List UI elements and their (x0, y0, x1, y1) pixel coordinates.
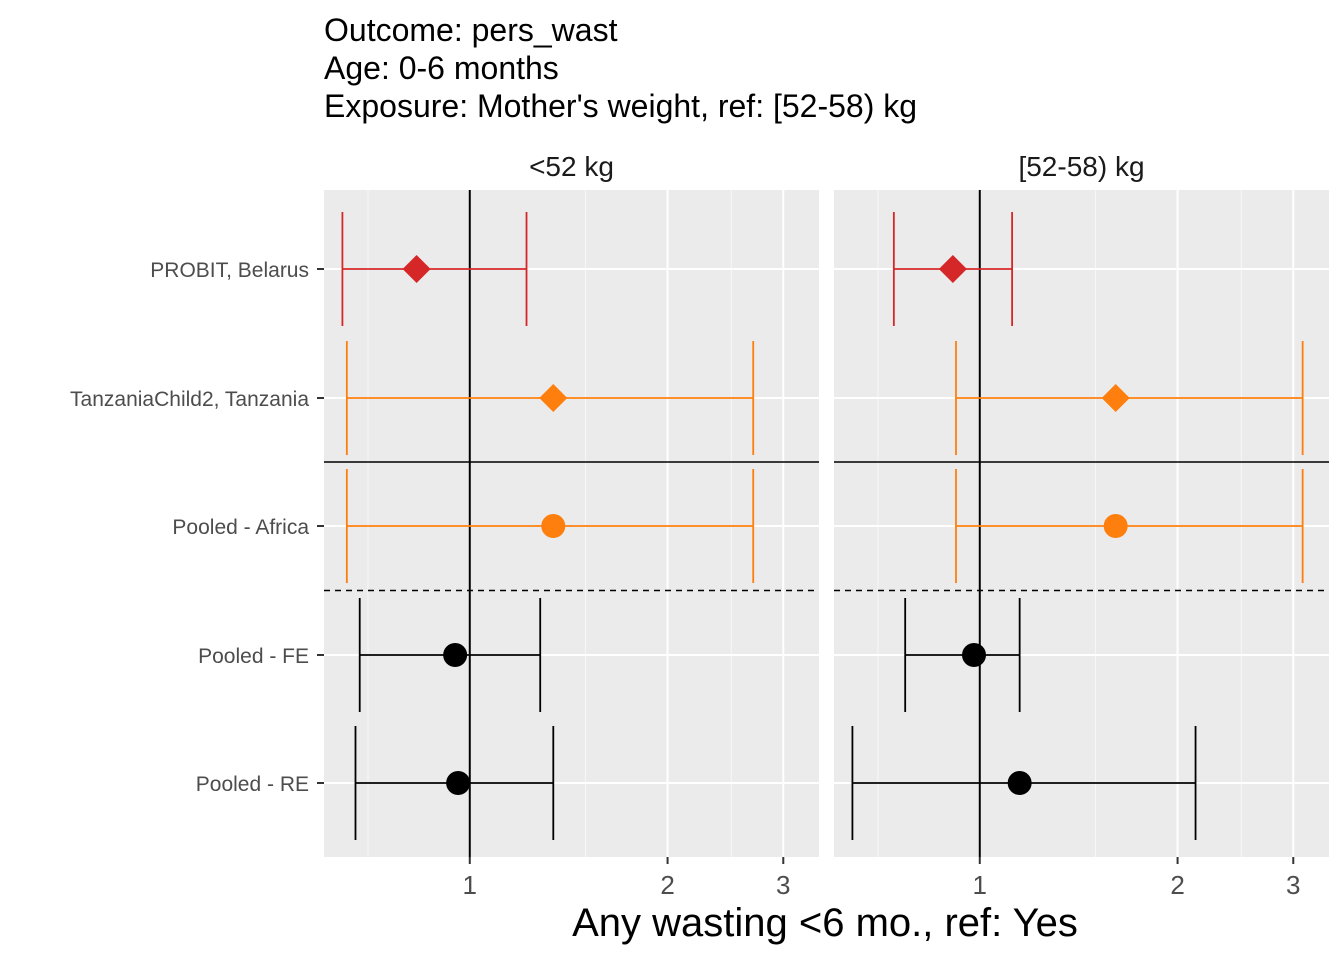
panel-background (324, 190, 819, 857)
point-circle (541, 514, 566, 538)
estimate-1-2 (345, 341, 755, 455)
estimate-2-5 (851, 726, 1197, 840)
point-circle (1103, 514, 1128, 538)
estimate-2-2 (955, 341, 1304, 455)
point-diamond (938, 255, 967, 283)
estimate-1-4 (358, 598, 542, 712)
x-axis-title: Any wasting <6 mo., ref: Yes (572, 901, 1078, 945)
estimate-1-1 (341, 212, 528, 326)
chart-title-line-1: Outcome: pers_wast (324, 12, 618, 48)
point-diamond (539, 384, 568, 412)
x-tick-label: 1 (973, 870, 987, 900)
point-diamond (1101, 384, 1130, 412)
estimate-1-5 (354, 726, 555, 840)
x-tick-label: 3 (1286, 870, 1300, 900)
row-labels: PROBIT, Belarus TanzaniaChild2, Tanzania P… (70, 259, 324, 796)
estimate-1-3 (345, 469, 755, 583)
row-label: PROBIT, Belarus (150, 259, 309, 282)
panel-background (834, 190, 1329, 857)
chart-title-line-2: Age: 0-6 months (324, 50, 559, 86)
x-tick-label: 1 (463, 870, 477, 900)
point-diamond (402, 255, 431, 283)
facet-panels: <52 kg 1 2 3 [52-58) kg 1 2 3 (324, 151, 1329, 900)
row-label: TanzaniaChild2, Tanzania (70, 388, 309, 411)
x-tick-label: 2 (660, 870, 674, 900)
x-tick-label: 3 (776, 870, 790, 900)
facet-strip-label: <52 kg (529, 151, 614, 182)
estimate-2-4 (904, 598, 1021, 712)
estimate-2-1 (892, 212, 1014, 326)
facet-strip-label: [52-58) kg (1018, 151, 1144, 182)
row-label: Pooled - FE (198, 645, 309, 668)
row-label: Pooled - Africa (172, 516, 309, 539)
point-circle (446, 771, 471, 795)
x-tick-label: 2 (1170, 870, 1184, 900)
point-circle (1007, 771, 1032, 795)
point-circle (962, 643, 987, 667)
facet-panel-1: <52 kg 1 2 3 (324, 151, 819, 900)
facet-panel-2: [52-58) kg 1 2 3 (834, 151, 1329, 900)
point-circle (443, 643, 468, 667)
row-label: Pooled - RE (196, 773, 309, 796)
estimate-2-3 (955, 469, 1304, 583)
chart-title-line-3: Exposure: Mother's weight, ref: [52-58) … (324, 88, 917, 124)
